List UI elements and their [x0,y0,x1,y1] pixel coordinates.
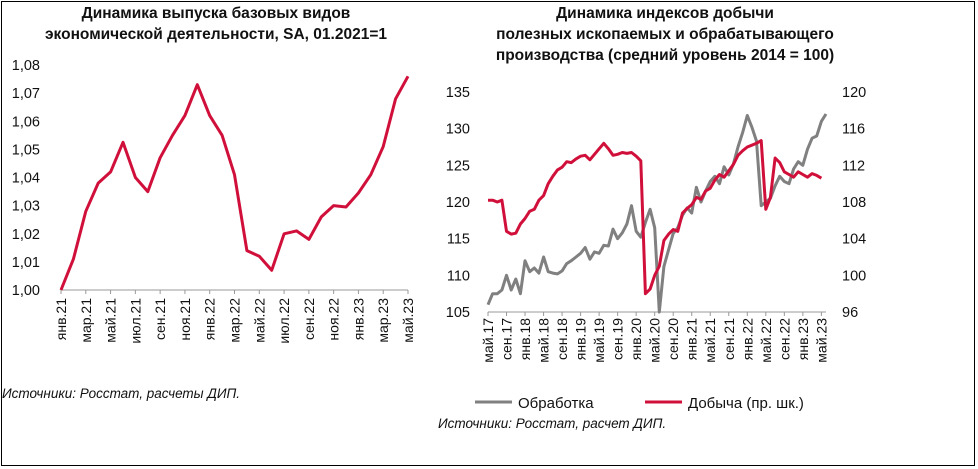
right-left-y-tick-label: 115 [447,232,470,248]
left-y-tick-label: 1,07 [12,86,40,102]
right-x-tick-label: сен.22 [776,318,792,360]
right-x-tick-label: сен.17 [499,318,515,360]
left-y-tick-label: 1,02 [12,227,40,243]
legend-label-manufacturing: Обработка [518,395,594,412]
right-right-y-tick-label: 112 [842,158,865,174]
left-x-tick-label: сен.21 [152,298,168,340]
right-x-tick-label: май.22 [758,318,774,363]
left-x-tick-label: ноя.22 [326,298,342,341]
right-x-tick-label: янв.20 [628,318,644,360]
right-left-y-tick-label: 130 [446,122,470,138]
left-y-tick-label: 1,05 [12,142,40,158]
left-y-tick-label: 1,00 [12,283,40,299]
right-right-y-tick-label: 116 [842,122,865,138]
right-x-tick-label: янв.18 [517,318,533,360]
left-chart-title: Динамика выпуска базовых видов экономиче… [8,3,424,45]
right-x-tick-label: май.23 [813,318,829,363]
right-x-tick-label: сен.18 [554,318,570,360]
right-x-tick-label: янв.21 [684,318,700,360]
left-x-tick-label: июл.22 [276,298,292,344]
left-x-tick-label: мар.21 [78,298,94,343]
left-y-tick-label: 1,01 [12,255,40,271]
left-x-tick-label: сен.22 [301,298,317,340]
left-y-tick-label: 1,03 [12,199,40,215]
right-left-y-tick-label: 125 [446,158,470,174]
left-x-tick-label: июл.21 [127,298,143,344]
left-title-line-1: Динамика выпуска базовых видов [81,5,351,22]
right-right-y-tick-label: 104 [842,232,866,248]
right-title-line-1: Динамика индексов добычи [556,5,774,22]
right-x-tick-label: янв.22 [739,318,755,360]
left-x-tick-label: ноя.21 [177,298,193,341]
left-x-tick-label: янв.22 [202,298,218,340]
right-x-tick-label: май.19 [591,318,607,363]
right-x-tick-label: сен.21 [721,318,737,360]
right-mining-series-line [488,139,823,296]
right-source-note: Источники: Росстат, расчет ДИП. [438,416,667,431]
left-title-line-2: экономической деятельности, SA, 01.2021=… [44,26,387,43]
right-right-y-tick-label: 108 [842,195,866,211]
right-x-tick-label: май.17 [480,318,496,363]
left-x-tick-label: мар.23 [375,298,391,343]
left-x-tick-label: май.22 [251,298,267,343]
right-x-tick-label: май.20 [647,318,663,363]
right-x-tick-label: сен.19 [610,318,626,360]
right-left-y-tick-label: 135 [446,85,470,101]
right-title-line-3: производства (средний уровень 2014 = 100… [495,47,835,64]
left-output-series-line [59,75,410,291]
right-left-y-tick-label: 110 [447,268,470,284]
left-y-tick-label: 1,04 [12,171,40,187]
left-x-tick-label: май.23 [400,298,416,343]
right-x-tick-label: янв.23 [795,318,811,360]
right-x-tick-label: сен.20 [665,318,681,360]
left-source-note: Источники: Росстат, расчеты ДИП. [2,386,241,401]
left-x-tick-label: мар.22 [227,298,243,343]
left-y-tick-label: 1,06 [12,114,40,130]
right-manufacturing-series-line [486,113,828,314]
left-x-tick-label: янв.23 [350,298,366,340]
right-x-tick-label: май.21 [702,318,718,363]
right-left-y-tick-label: 105 [446,305,470,321]
right-right-y-tick-label: 120 [842,85,866,101]
right-title-line-2: полезных ископаемых и обрабатывающего [496,26,834,43]
right-chart-title: Динамика индексов добычи полезных ископа… [450,3,880,66]
right-right-y-tick-label: 96 [842,305,858,321]
left-y-tick-label: 1,08 [12,58,40,74]
left-x-tick-label: май.21 [103,298,119,343]
left-x-tick-label: янв.21 [53,298,69,340]
right-x-tick-label: янв.19 [573,318,589,360]
right-right-y-tick-label: 100 [842,268,866,284]
legend-label-mining: Добыча (пр. шк.) [688,395,804,412]
right-x-tick-label: май.18 [536,318,552,363]
right-left-y-tick-label: 120 [446,195,470,211]
